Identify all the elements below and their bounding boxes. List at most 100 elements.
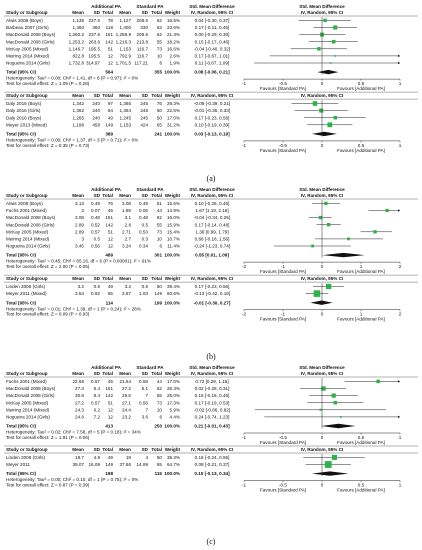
study-smd-ci: -0.04 [-0.40, 0.32] xyxy=(194,46,230,51)
study-name: Daly 2016 (Boys) xyxy=(6,101,42,106)
point-estimate xyxy=(326,223,331,227)
standard-total: 65 xyxy=(157,122,163,127)
x-tick-label: -1 xyxy=(242,81,247,86)
standard-sd: 116.7 xyxy=(137,54,149,59)
total-additional-n: 198 xyxy=(105,471,113,476)
standard-mean: 1,153 xyxy=(120,46,132,51)
favours-standard-label: Favours [Standard PA] xyxy=(260,86,306,91)
additional-mean: 2.89 xyxy=(75,222,84,227)
study-weight: 5.9% xyxy=(170,407,180,412)
additional-mean: 3.2 xyxy=(78,284,85,289)
study-smd-ci: 0.17 [-0.19, 0.53] xyxy=(195,400,230,405)
total-additional-n: 564 xyxy=(105,70,113,75)
standard-mean: 2.7 xyxy=(125,237,132,242)
additional-sd: 6.2 xyxy=(94,407,101,412)
study-weight: 10.7% xyxy=(167,237,180,242)
study-weight: 17.0% xyxy=(167,379,180,384)
group2-header: Standard PA xyxy=(136,4,164,9)
study-smd-ci: 0.17 [-0.14, 0.48] xyxy=(195,222,230,227)
favours-additional-label: Favours [Additional PA] xyxy=(337,269,385,274)
point-estimate xyxy=(311,244,315,248)
x-tick-label: 1 xyxy=(360,264,363,269)
study-name: Alwis 2008 (Boys) xyxy=(6,18,43,23)
study-name: Nogueira 2014 (Girls) xyxy=(6,244,50,249)
x-tick-label: 1 xyxy=(399,143,402,148)
study-smd-ci: 0.15 [-0.17, 0.46] xyxy=(195,39,230,44)
additional-mean: 1,135 xyxy=(73,18,85,23)
study-weight: 17.0% xyxy=(167,115,180,120)
favours-standard-label: Favours [Standard PA] xyxy=(260,269,306,274)
forest-panel-b: Additional PA Standard PA Std. Mean Differ… xyxy=(0,185,422,352)
additional-sd: 195.5 xyxy=(89,46,101,51)
study-smd-ci: 0.24 [-0.74, 1.23] xyxy=(195,415,230,420)
total-smd-ci: 0.55 [0.01, 1.09] xyxy=(195,253,229,258)
pooled-diamond xyxy=(310,300,333,305)
effect-method-header: IV, Random, 95% CI xyxy=(191,371,233,376)
standard-sd: 0.53 xyxy=(139,229,148,234)
additional-mean: 822.8 xyxy=(73,54,85,59)
standard-total: 10 xyxy=(157,407,163,412)
x-tick-label: 0.5 xyxy=(358,435,365,440)
additional-sd: 237.6 xyxy=(89,18,101,23)
additional-sd: 0.57 xyxy=(91,229,100,234)
plot-method-header: IV, Random, 95% CI xyxy=(301,193,343,198)
standard-sd: 213.8 xyxy=(137,39,149,44)
column-header-sd: SD xyxy=(94,193,101,198)
group1-header: Additional PA xyxy=(91,365,121,370)
additional-mean: 1,342 xyxy=(73,101,85,106)
standard-total: 50 xyxy=(157,108,163,113)
additional-total: 118 xyxy=(106,25,114,30)
study-weight: 23.6% xyxy=(167,25,180,30)
study-weight: 35.3% xyxy=(167,455,180,460)
study-name: Linden 2006 (Girls) xyxy=(6,284,46,289)
column-header-sd: SD xyxy=(142,276,149,281)
standard-sd: 7 xyxy=(145,407,148,412)
study-weight: 17.3% xyxy=(167,400,180,405)
study-smd-ci: 0.10 [-0.25, 0.46] xyxy=(195,201,230,206)
plot-method-header: IV, Random, 95% CI xyxy=(301,447,343,452)
plot-method-header: IV, Random, 95% CI xyxy=(301,276,343,281)
favours-standard-label: Favours [Standard PA] xyxy=(260,317,306,322)
forest-panel-a: Additional PA Standard PA Std. Mean Differ… xyxy=(0,2,422,172)
additional-total: 12 xyxy=(108,61,114,66)
overall-effect-text: Test for overall effect: Z = 0.87 (P = 0… xyxy=(6,483,90,488)
additional-sd: 240 xyxy=(92,108,100,113)
favours-additional-label: Favours [Additional PA] xyxy=(337,488,385,493)
forest-plot-a: Additional PA Standard PA Std. Mean Differ… xyxy=(4,4,418,153)
standard-mean: 3.2 xyxy=(125,284,132,289)
additional-mean: 1,362 xyxy=(73,108,85,113)
standard-total: 62 xyxy=(157,386,163,391)
x-tick-label: -1 xyxy=(242,483,247,488)
forest-panel-c: Additional PA Standard PA Std. Mean Differ… xyxy=(0,363,422,537)
total-additional-n: 413 xyxy=(105,424,113,429)
study-weight: 39.4% xyxy=(167,284,180,289)
additional-total: 51 xyxy=(108,400,114,405)
plot-effect-header: Std. Mean Difference xyxy=(299,4,345,9)
study-weight: 2.6% xyxy=(170,54,180,59)
study-weight: 16.6% xyxy=(167,18,180,23)
group2-header: Standard PA xyxy=(136,187,164,192)
total-weight: 100.0% xyxy=(164,424,180,429)
point-estimate xyxy=(334,55,337,57)
additional-sd: 263.6 xyxy=(89,39,101,44)
total-weight: 100.0% xyxy=(164,132,180,137)
heterogeneity-text: Heterogeneity: Tau² = 0.00; Chi² = 0.10,… xyxy=(6,477,138,482)
additional-sd: 0.5 xyxy=(94,237,101,242)
additional-mean: 24.8 xyxy=(75,415,84,420)
standard-total: 50 xyxy=(157,284,163,289)
study-weight: 15.9% xyxy=(167,222,180,227)
study-weight: 16.0% xyxy=(167,215,180,220)
standard-sd: 14.99 xyxy=(137,462,149,467)
additional-sd: 0.57 xyxy=(91,400,100,405)
x-tick-label: 2 xyxy=(399,264,402,269)
additional-total: 51 xyxy=(108,46,114,51)
additional-mean: 39.07 xyxy=(73,462,85,467)
additional-total: 142 xyxy=(105,222,113,227)
group2-header: Standard PA xyxy=(136,365,164,370)
column-header-sd: SD xyxy=(94,371,101,376)
total-standard-n: 250 xyxy=(154,424,162,429)
standard-total: 65 xyxy=(157,462,163,467)
study-name: Nogueira 2014 (Girls) xyxy=(6,61,50,66)
point-estimate xyxy=(333,400,338,405)
total-additional-n: 389 xyxy=(105,132,113,137)
